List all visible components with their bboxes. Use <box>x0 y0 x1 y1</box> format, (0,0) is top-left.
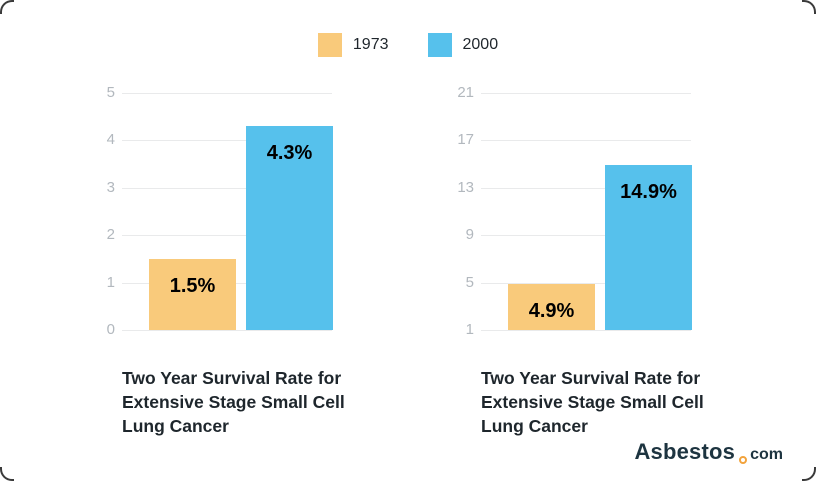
chart-legend: 1973 2000 <box>0 33 816 57</box>
rounded-corner-mark <box>0 467 14 481</box>
chart-title-line: Lung Cancer <box>122 416 229 436</box>
y-axis-tick-label: 9 <box>465 226 474 244</box>
y-axis-tick-label: 21 <box>457 84 474 101</box>
bar-1973: 1.5% <box>149 258 236 330</box>
y-axis-tick-label: 1 <box>106 273 115 291</box>
bar-2000: 4.3% <box>246 126 333 330</box>
legend-swatch-2000 <box>427 33 452 57</box>
bar-1973: 4.9% <box>508 283 595 330</box>
gridline <box>122 235 332 237</box>
gridline <box>122 330 332 331</box>
gridline <box>122 140 332 142</box>
chart-title-line: Extensive Stage Small Cell <box>122 392 345 412</box>
legend-item-1973: 1973 <box>317 33 389 57</box>
rounded-corner-mark <box>802 0 816 14</box>
bar-value-label: 4.3% <box>266 142 313 165</box>
plot-area-left: 1.5% 4.3% <box>122 93 333 331</box>
y-axis-tick-label: 5 <box>465 273 474 291</box>
chart-title-right: Two Year Survival Rate for Extensive Stag… <box>481 366 704 438</box>
bar-value-label: 4.9% <box>528 299 575 322</box>
gridline <box>122 93 332 94</box>
gridline <box>122 187 332 189</box>
chart-title-line: Two Year Survival Rate for <box>481 368 701 388</box>
brand-name: Asbestos <box>634 439 736 464</box>
rounded-corner-mark <box>0 0 14 14</box>
gridline <box>481 330 691 331</box>
y-axis-tick-label: 4 <box>106 131 115 149</box>
gridline <box>481 187 691 189</box>
y-axis-tick-label: 3 <box>106 178 115 196</box>
gridline <box>481 235 691 237</box>
brand-tld: com <box>750 446 783 463</box>
legend-label-1973: 1973 <box>352 36 389 53</box>
legend-swatch-1973 <box>317 33 342 57</box>
brand-dot-icon <box>739 456 748 464</box>
y-axis-tick-label: 5 <box>106 84 115 101</box>
gridline <box>481 93 691 94</box>
chart-title-line: Two Year Survival Rate for <box>122 368 342 388</box>
bar-value-label: 1.5% <box>169 274 216 297</box>
chart-title-line: Extensive Stage Small Cell <box>481 392 704 412</box>
gridline <box>481 140 691 142</box>
bar-chart-right-survival-rate: 4.9% 14.9% 21 17 13 9 5 1 <box>444 84 692 338</box>
y-axis-tick-label: 1 <box>465 321 474 338</box>
rounded-corner-mark <box>802 467 816 481</box>
y-axis-tick-label: 0 <box>106 321 115 338</box>
legend-label-2000: 2000 <box>462 36 499 53</box>
plot-area-right: 4.9% 14.9% <box>481 93 692 331</box>
chart-title-left: Two Year Survival Rate for Extensive Stag… <box>122 366 345 438</box>
bar-2000: 14.9% <box>605 165 692 330</box>
asbestos-logo: Asbestos com <box>634 439 783 465</box>
gridline <box>481 282 691 284</box>
legend-item-2000: 2000 <box>427 33 499 57</box>
y-axis-tick-label: 13 <box>457 178 474 196</box>
bar-chart-left-survival-rate: 1.5% 4.3% 5 4 3 2 1 0 <box>85 84 333 338</box>
y-axis-tick-label: 17 <box>457 131 474 149</box>
chart-title-line: Lung Cancer <box>481 416 588 436</box>
bar-value-label: 14.9% <box>620 181 677 204</box>
y-axis-tick-label: 2 <box>106 226 115 244</box>
